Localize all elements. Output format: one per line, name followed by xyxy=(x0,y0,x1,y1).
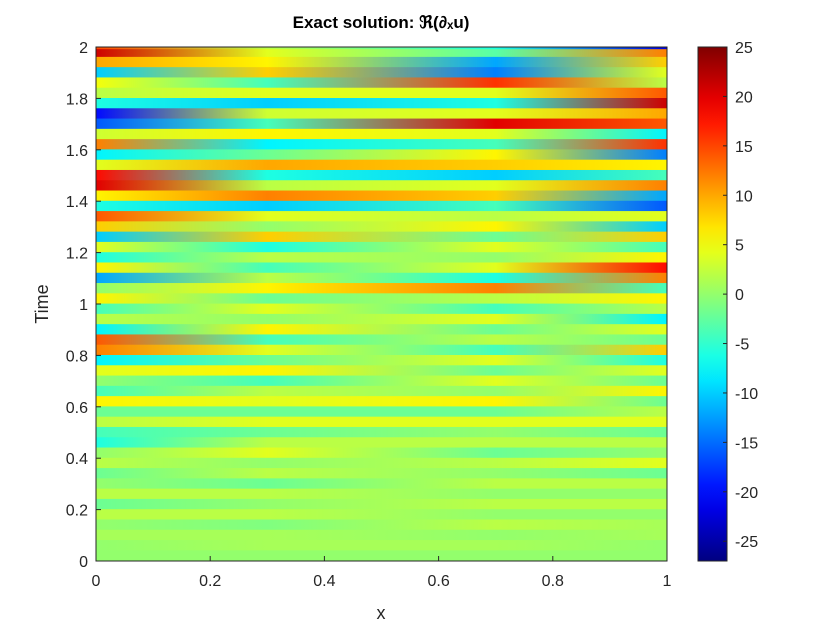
y-tick-label: 1 xyxy=(79,297,88,314)
heatmap-band xyxy=(96,272,667,284)
heatmap-band xyxy=(96,334,667,346)
colorbar-tick-label: -20 xyxy=(735,485,758,502)
colorbar-frame xyxy=(697,46,728,562)
y-tick-label: 1.2 xyxy=(66,246,88,263)
heatmap-band xyxy=(96,67,667,79)
heatmap-band xyxy=(96,159,667,171)
heatmap-band xyxy=(96,344,667,356)
heatmap-band xyxy=(96,488,667,500)
heatmap-band xyxy=(96,406,667,418)
heatmap-band xyxy=(96,252,667,264)
heatmap-band xyxy=(96,324,667,336)
heatmap-band xyxy=(96,98,667,110)
y-tick-label: 0.8 xyxy=(66,348,88,365)
chart-title: Exact solution: ℜ(∂ₓu) xyxy=(293,13,470,32)
colorbar-tick-label: -15 xyxy=(735,435,758,452)
y-tick-label: 1.6 xyxy=(66,143,88,160)
heatmap-band xyxy=(96,87,667,99)
y-tick-label: 0 xyxy=(79,554,88,571)
x-tick-label: 0 xyxy=(92,573,101,590)
colorbar-tick-label: -5 xyxy=(735,337,749,354)
heatmap-band xyxy=(96,437,667,449)
heatmap-band xyxy=(96,385,667,397)
heatmap-band xyxy=(96,128,667,140)
x-tick-label: 0.4 xyxy=(313,573,335,590)
colorbar-ticks: -25 -20 -15 -10 -5 0 5 10 15 20 25 xyxy=(723,40,758,551)
colorbar-tick-label: -25 xyxy=(735,534,758,551)
heatmap-band xyxy=(96,313,667,325)
heatmap-band xyxy=(96,540,667,552)
colorbar-gradient xyxy=(698,47,727,561)
heatmap-band xyxy=(96,190,667,202)
heatmap-band xyxy=(96,149,667,161)
heatmap-band xyxy=(96,293,667,305)
heatmap-band xyxy=(96,355,667,367)
heatmap-band xyxy=(96,49,667,61)
y-tick-label: 2 xyxy=(79,40,88,57)
heatmap-band xyxy=(96,241,667,253)
y-axis-ticks: 0 0.2 0.4 0.6 0.8 1 1.2 1.4 1.6 1.8 2 xyxy=(66,40,101,571)
heatmap-band xyxy=(96,550,667,562)
heatmap-band xyxy=(96,118,667,130)
colorbar: -25 -20 -15 -10 -5 0 5 10 15 20 25 xyxy=(697,40,758,562)
heatmap-band xyxy=(96,231,667,243)
x-tick-label: 0.2 xyxy=(199,573,221,590)
heatmap-band xyxy=(96,519,667,531)
heatmap-band xyxy=(96,180,667,192)
colorbar-tick-label: 25 xyxy=(735,40,753,57)
colorbar-tick-label: 15 xyxy=(735,139,753,156)
y-tick-label: 0.4 xyxy=(66,451,88,468)
heatmap-band xyxy=(96,200,667,212)
heatmap-band xyxy=(96,468,667,480)
heatmap-band xyxy=(96,498,667,510)
heatmap-band xyxy=(96,375,667,387)
colorbar-tick-label: 10 xyxy=(735,188,753,205)
y-tick-label: 0.2 xyxy=(66,503,88,520)
y-axis-label: Time xyxy=(32,284,52,323)
heatmap-band xyxy=(96,447,667,459)
x-tick-label: 0.6 xyxy=(427,573,449,590)
heatmap-band xyxy=(96,139,667,151)
plot-area xyxy=(95,46,668,562)
heatmap-band xyxy=(96,262,667,274)
y-tick-label: 1.8 xyxy=(66,91,88,108)
heatmap-bands xyxy=(96,46,667,562)
heatmap-band xyxy=(96,56,667,68)
y-tick-label: 0.6 xyxy=(66,400,88,417)
heatmap-band xyxy=(96,169,667,182)
colorbar-tick-label: -10 xyxy=(735,386,758,403)
heatmap-band xyxy=(96,365,667,377)
x-axis-ticks: 0 0.2 0.4 0.6 0.8 1 xyxy=(92,556,672,590)
heatmap-band xyxy=(96,509,667,521)
heatmap-band xyxy=(96,108,667,120)
colorbar-tick-label: 20 xyxy=(735,89,753,106)
colorbar-tick-label: 0 xyxy=(735,287,744,304)
heatmap-band xyxy=(96,211,667,223)
heatmap-band xyxy=(96,457,667,469)
heatmap-band xyxy=(96,426,667,439)
heatmap-band xyxy=(96,478,667,490)
y-tick-label: 1.4 xyxy=(66,194,88,211)
heatmap-band xyxy=(96,529,667,541)
heatmap-band xyxy=(96,396,667,408)
heatmap-band xyxy=(96,283,667,295)
heatmap-band xyxy=(96,303,667,315)
heatmap-band xyxy=(96,77,667,89)
heatmap-band xyxy=(96,416,667,428)
colorbar-tick-label: 5 xyxy=(735,238,744,255)
heatmap-band xyxy=(96,221,667,233)
x-tick-label: 0.8 xyxy=(542,573,564,590)
x-axis-label: x xyxy=(377,603,386,623)
x-tick-label: 1 xyxy=(663,573,672,590)
